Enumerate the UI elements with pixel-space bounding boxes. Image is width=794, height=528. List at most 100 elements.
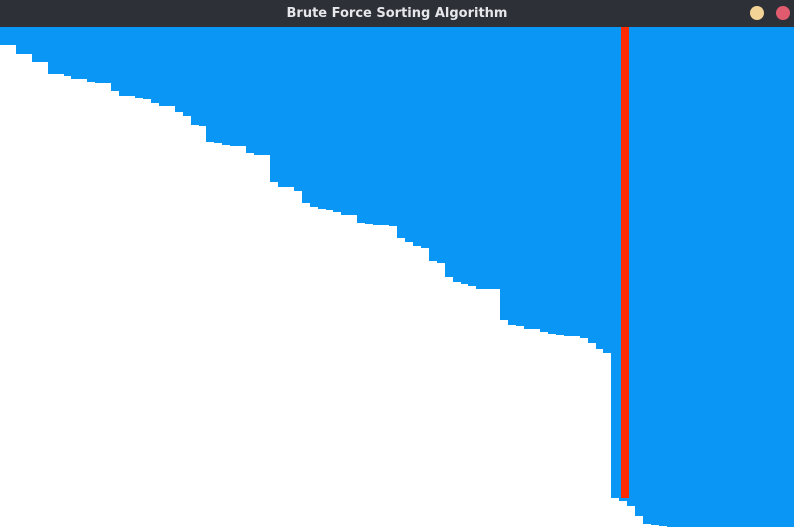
bar (357, 27, 365, 223)
bar (270, 27, 278, 182)
bar (103, 27, 111, 83)
bar (699, 27, 707, 527)
highlight-bar (611, 27, 619, 498)
bar (413, 27, 421, 246)
bar (484, 27, 492, 289)
bar (453, 27, 461, 282)
bar (206, 27, 214, 142)
bar (40, 27, 48, 62)
bar (659, 27, 667, 526)
bar (580, 27, 588, 338)
bar (746, 27, 754, 527)
bar (786, 27, 794, 527)
bar (516, 27, 524, 326)
bar (0, 27, 8, 45)
bar (24, 27, 32, 54)
bar (508, 27, 516, 325)
bar (381, 27, 389, 225)
bar (302, 27, 310, 203)
bar (715, 27, 723, 527)
bar (389, 27, 397, 226)
bar (603, 27, 611, 353)
bar (278, 27, 286, 187)
bar (723, 27, 730, 527)
bar (500, 27, 508, 320)
bar (540, 27, 548, 332)
bar (254, 27, 262, 155)
bar (556, 27, 564, 335)
bar (738, 27, 746, 527)
close-button[interactable] (776, 6, 790, 20)
bar (175, 27, 183, 112)
bar (445, 27, 453, 277)
bar (87, 27, 95, 82)
bar (461, 27, 468, 284)
bar (64, 27, 71, 76)
bar (754, 27, 762, 527)
sorting-visualization (0, 27, 794, 528)
bar (214, 27, 222, 143)
bar (222, 27, 230, 145)
bar (770, 27, 778, 527)
bar (548, 27, 556, 334)
bar (405, 27, 413, 242)
bar (421, 27, 429, 248)
bar (397, 27, 405, 238)
bar (48, 27, 56, 74)
bar (79, 27, 87, 79)
bar (778, 27, 786, 527)
bar (238, 27, 246, 146)
bar (318, 27, 326, 209)
bar (119, 27, 127, 96)
bar (532, 27, 540, 329)
bar (333, 27, 341, 212)
bar (627, 27, 635, 506)
bar (635, 27, 643, 516)
bar (476, 27, 484, 289)
bar (262, 27, 270, 155)
bar (135, 27, 143, 98)
window-title: Brute Force Sorting Algorithm (286, 6, 508, 21)
bar (683, 27, 691, 527)
bar (286, 27, 294, 187)
bar (437, 27, 445, 263)
bar (675, 27, 683, 527)
bar (71, 27, 79, 79)
bar (349, 27, 357, 215)
bar (167, 27, 175, 106)
bar (341, 27, 349, 215)
bar (667, 27, 675, 527)
bar (588, 27, 596, 343)
bar (32, 27, 40, 62)
bar (111, 27, 119, 91)
bar (326, 27, 333, 210)
bar (572, 27, 580, 336)
bar (643, 27, 651, 524)
bar (183, 27, 191, 116)
bar (707, 27, 715, 527)
bar (8, 27, 16, 45)
bar (159, 27, 167, 106)
bar (651, 27, 659, 525)
bar (564, 27, 572, 336)
bar (56, 27, 64, 74)
bar (16, 27, 24, 54)
bar (191, 27, 199, 125)
bar (199, 27, 206, 126)
title-bar[interactable]: Brute Force Sorting Algorithm (0, 0, 794, 27)
minimize-button[interactable] (750, 6, 764, 20)
bar (230, 27, 238, 146)
bar (730, 27, 738, 527)
bar (143, 27, 151, 99)
bar (492, 27, 500, 289)
bar (365, 27, 373, 224)
bar (127, 27, 135, 96)
bar (310, 27, 318, 207)
bar (373, 27, 381, 225)
bar (429, 27, 437, 261)
bar (762, 27, 770, 527)
bar (246, 27, 254, 153)
bar (151, 27, 159, 103)
bar (468, 27, 476, 286)
